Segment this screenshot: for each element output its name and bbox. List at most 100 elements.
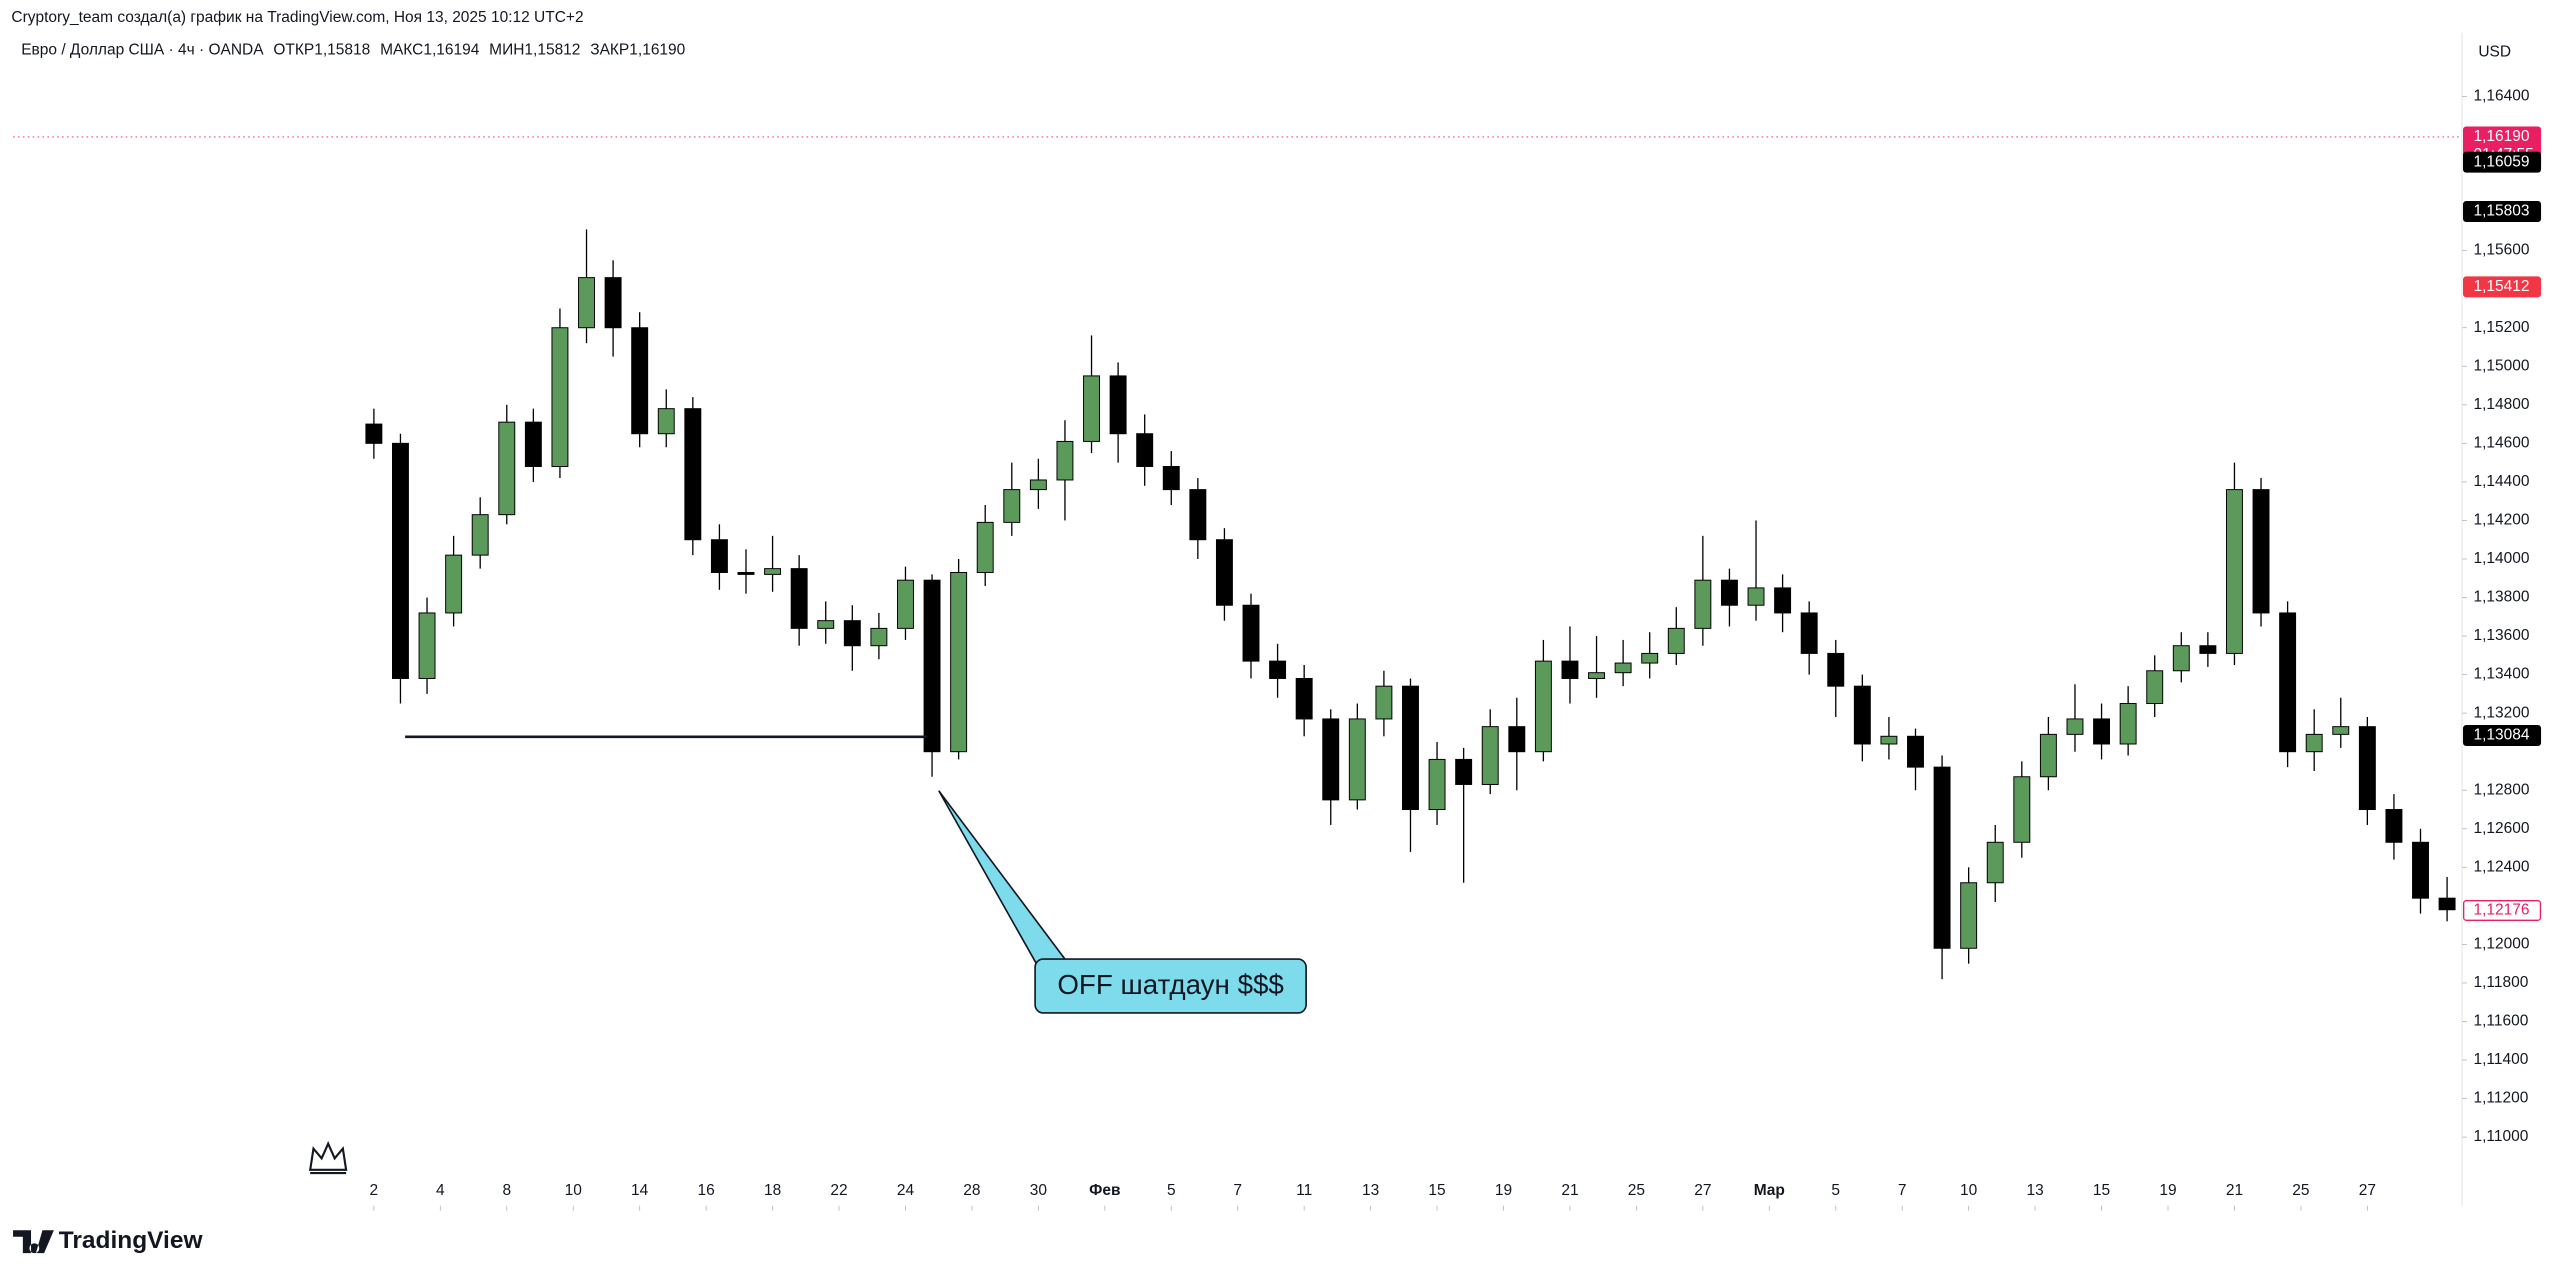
candle-body	[897, 579, 914, 629]
ohlc-value: 1,16194	[423, 42, 479, 59]
candle-body	[1720, 579, 1738, 606]
y-tick-label: 1,15600	[2473, 242, 2529, 259]
candle-body	[2438, 897, 2456, 911]
candle-body	[1003, 489, 1021, 523]
x-tick-label: 27	[2359, 1182, 2376, 1199]
y-tick-label: 1,14400	[2473, 473, 2529, 490]
y-tick-label: 1,12600	[2473, 820, 2529, 837]
callout-pointer	[938, 790, 1073, 969]
candle-body	[710, 539, 728, 573]
candle-body	[684, 408, 702, 541]
candle-body	[923, 579, 941, 753]
candle-body	[1907, 735, 1924, 768]
candle-body	[2119, 703, 2137, 745]
y-tick-label: 1,12800	[2473, 781, 2529, 798]
candle-body	[1056, 440, 1074, 481]
symbol: Евро / Доллар США · 4ч · OANDA	[21, 42, 264, 59]
y-tick-label: 1,13600	[2473, 627, 2529, 644]
candle-body	[1375, 685, 1393, 720]
price-badge-label: 1,15412	[2473, 278, 2529, 295]
y-tick-label: 1,13200	[2473, 704, 2529, 721]
candle-body	[2066, 718, 2084, 735]
candle-body	[631, 327, 649, 435]
author-line: Cryptory_team создал(а) график на Tradin…	[11, 9, 583, 26]
candle-body	[365, 423, 383, 444]
x-tick-label: 10	[565, 1182, 583, 1199]
candle-body	[2093, 718, 2111, 745]
brand-name: TradingView	[59, 1227, 204, 1254]
candle-body	[418, 612, 436, 679]
y-tick-label: 1,14200	[2473, 512, 2529, 529]
candle-body	[2252, 489, 2270, 614]
y-tick-label: 1,16400	[2473, 88, 2529, 105]
price-badge-label: 1,12176	[2473, 902, 2529, 919]
x-tick-label: 15	[2093, 1182, 2110, 1199]
ohlc-label: ЗАКР	[590, 42, 629, 59]
x-tick-label: 13	[2026, 1182, 2043, 1199]
x-tick-label: 5	[1167, 1182, 1176, 1199]
price-badge-label: 1,13084	[2473, 727, 2529, 744]
y-tick-label: 1,11400	[2473, 1051, 2528, 1068]
x-tick-label: 25	[2292, 1182, 2309, 1199]
price-badge-label: 1,16059	[2473, 153, 2529, 170]
candle-body	[1215, 539, 1233, 606]
x-tick-label: 27	[1694, 1182, 1711, 1199]
candle-body	[1508, 726, 1526, 753]
y-tick-label: 1,12400	[2473, 858, 2529, 875]
candle-body	[2146, 670, 2164, 705]
candle-body	[737, 571, 755, 575]
y-tick-label: 1,11600	[2473, 1013, 2528, 1030]
y-tick-label: 1,15000	[2473, 357, 2529, 374]
ohlc-label: МИН	[489, 42, 524, 59]
x-tick-label: 30	[1030, 1182, 1048, 1199]
candle-body	[1136, 433, 1154, 467]
candle-body	[1481, 726, 1499, 785]
y-tick-label: 1,13800	[2473, 589, 2529, 606]
candle-body	[2385, 809, 2403, 843]
candle-body	[1083, 375, 1100, 442]
y-tick-label: 1,14800	[2473, 396, 2529, 413]
candle-body	[1960, 882, 1978, 949]
x-tick-label: 13	[1362, 1182, 1379, 1199]
x-tick-label: 4	[436, 1182, 445, 1199]
x-tick-label: 21	[1561, 1182, 1578, 1199]
candle-body	[1853, 685, 1871, 745]
candle-body	[2305, 733, 2323, 753]
symbol-info: Евро / Доллар США · 4ч · OANDA ОТКР1,1581…	[21, 42, 685, 59]
y-tick-label: 1,14000	[2473, 550, 2529, 567]
candle-body	[1109, 375, 1127, 435]
candle-body	[1242, 604, 1260, 662]
price-badge-label: 1,15803	[2473, 203, 2529, 220]
candle-body	[1614, 662, 1632, 674]
y-tick-label: 1,13400	[2473, 666, 2529, 683]
candle-body	[1641, 652, 1659, 664]
candle-body	[1694, 579, 1712, 629]
price-badge-label: 1,16190	[2473, 128, 2529, 145]
candle-body	[1827, 652, 1845, 687]
x-tick-label: Мар	[1754, 1182, 1785, 1199]
price-badge	[2463, 900, 2542, 921]
x-tick-label: 2	[370, 1182, 379, 1199]
candle-body	[950, 571, 968, 753]
price-badge	[2463, 201, 2542, 222]
y-tick-label: 1,11000	[2473, 1128, 2528, 1145]
candle-body	[2172, 645, 2190, 672]
candle-body	[657, 408, 675, 435]
candle-body	[391, 442, 409, 679]
candle-body	[1933, 766, 1951, 949]
x-tick-label: 11	[1296, 1182, 1312, 1199]
x-tick-label: 15	[1428, 1182, 1445, 1199]
candle-body	[2225, 489, 2243, 654]
x-tick-label: 24	[897, 1182, 915, 1199]
candle-body	[870, 627, 888, 647]
candle-body	[1029, 479, 1047, 491]
ohlc-label: МАКС	[380, 42, 423, 59]
x-tick-label: 18	[764, 1182, 781, 1199]
candle-body	[1561, 660, 1579, 679]
crown-icon	[308, 1141, 348, 1175]
candle-body	[1162, 465, 1180, 491]
candle-body	[2358, 726, 2376, 811]
candle-body	[817, 620, 835, 629]
candle-body	[976, 521, 994, 573]
